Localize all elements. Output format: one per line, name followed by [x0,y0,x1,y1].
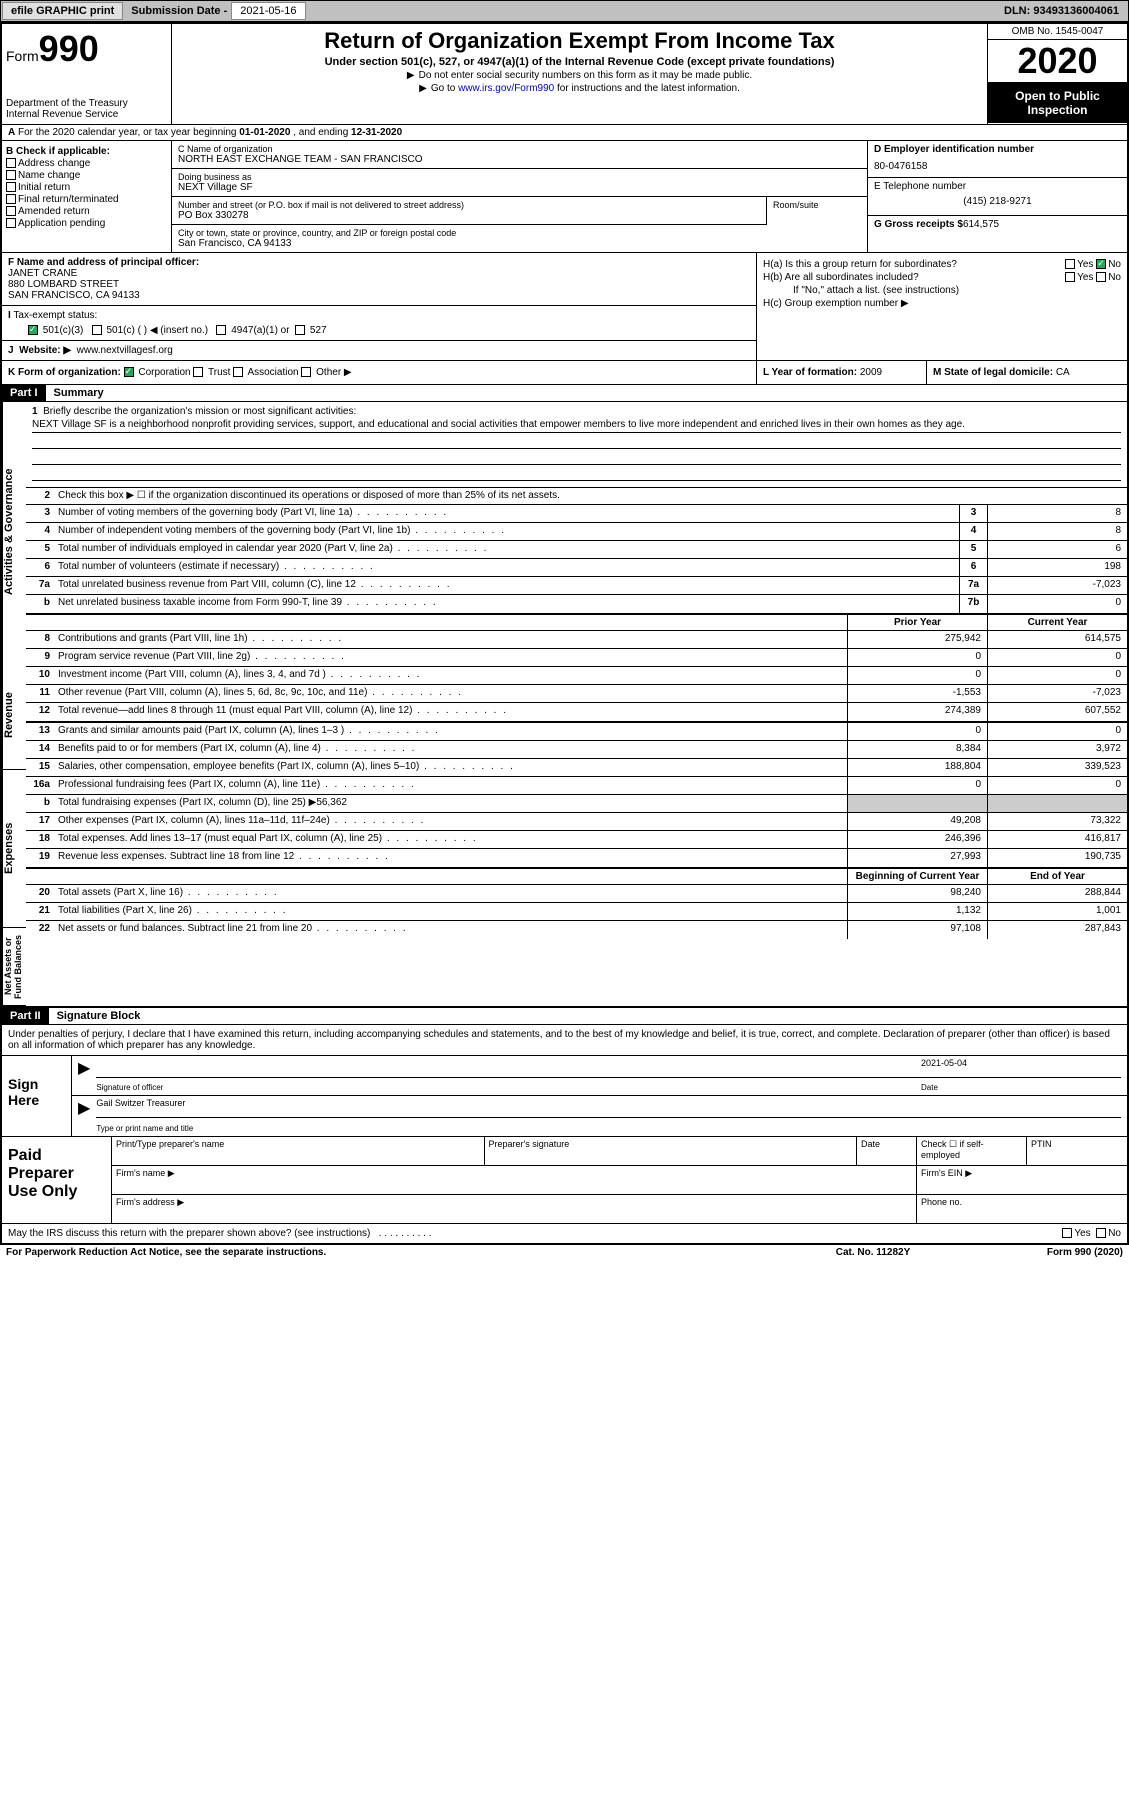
vtab-governance: Activities & Governance [2,402,26,662]
form-of-org: K Form of organization: Corporation Trus… [2,361,757,384]
checkbox-initial-return[interactable] [6,182,16,192]
year-formation: L Year of formation: 2009 [757,361,927,384]
org-name: NORTH EAST EXCHANGE TEAM - SAN FRANCISCO [178,154,861,165]
summary-line-3: 3Number of voting members of the governi… [26,505,1127,523]
summary-line-6: 6Total number of volunteers (estimate if… [26,559,1127,577]
city-state-zip: San Francisco, CA 94133 [178,238,861,249]
col-b-checkboxes: B Check if applicable: Address change Na… [2,141,172,252]
summary-line-b: bTotal fundraising expenses (Part IX, co… [26,795,1127,813]
checkbox-527[interactable] [295,325,305,335]
street-address: PO Box 330278 [178,210,760,221]
submission-date: 2021-05-16 [231,2,305,20]
tax-exempt-status: I Tax-exempt status: 501(c)(3) 501(c) ( … [2,306,756,341]
summary-line-9: 9Program service revenue (Part VIII, lin… [26,649,1127,667]
col-beginning-year: Beginning of Current Year [847,869,987,884]
summary-line-10: 10Investment income (Part VIII, column (… [26,667,1127,685]
summary-line-18: 18Total expenses. Add lines 13–17 (must … [26,831,1127,849]
checkbox-4947[interactable] [216,325,226,335]
summary-line-14: 14Benefits paid to or for members (Part … [26,741,1127,759]
summary-line-7b: bNet unrelated business taxable income f… [26,595,1127,613]
summary-line-5: 5Total number of individuals employed in… [26,541,1127,559]
note-ssn: ▶Do not enter social security numbers on… [176,70,983,81]
summary-line-15: 15Salaries, other compensation, employee… [26,759,1127,777]
form-number: Form990 [6,28,167,70]
irs-link[interactable]: www.irs.gov/Form990 [458,83,554,94]
dba: NEXT Village SF [178,182,861,193]
checkbox-application-pending[interactable] [6,218,16,228]
department: Department of the Treasury Internal Reve… [6,98,167,120]
dln: DLN: 93493136004061 [1004,5,1127,17]
summary-line-22: 22Net assets or fund balances. Subtract … [26,921,1127,939]
summary-line-17: 17Other expenses (Part IX, column (A), l… [26,813,1127,831]
room-suite: Room/suite [767,197,867,225]
col-c-org-info: C Name of organization NORTH EAST EXCHAN… [172,141,867,252]
summary-line-21: 21Total liabilities (Part X, line 26)1,1… [26,903,1127,921]
col-prior-year: Prior Year [847,615,987,630]
row-a-tax-year: A For the 2020 calendar year, or tax yea… [2,125,1127,141]
checkbox-address-change[interactable] [6,158,16,168]
summary-line-12: 12Total revenue—add lines 8 through 11 (… [26,703,1127,721]
checkbox-ha-yes[interactable] [1065,259,1075,269]
omb-number: OMB No. 1545-0047 [988,24,1127,40]
checkbox-corporation[interactable] [124,367,134,377]
summary-line-16a: 16aProfessional fundraising fees (Part I… [26,777,1127,795]
vtab-revenue: Revenue [2,662,26,770]
checkbox-name-change[interactable] [6,170,16,180]
checkbox-501c3[interactable] [28,325,38,335]
signature-date: 2021-05-04 [921,1058,1121,1078]
summary-line-13: 13Grants and similar amounts paid (Part … [26,723,1127,741]
state-domicile: M State of legal domicile: CA [927,361,1127,384]
discuss-row: May the IRS discuss this return with the… [2,1223,1127,1243]
group-return: H(a) Is this a group return for subordin… [757,253,1127,360]
part2-header: Part IISignature Block [2,1006,1127,1025]
summary-line-8: 8Contributions and grants (Part VIII, li… [26,631,1127,649]
checkbox-hb-no[interactable] [1096,272,1106,282]
gross-receipts: 614,575 [963,219,999,230]
paid-preparer-block: Paid Preparer Use Only Print/Type prepar… [2,1136,1127,1223]
col-current-year: Current Year [987,615,1127,630]
efile-button[interactable]: efile GRAPHIC print [2,2,123,20]
col-d-ein: D Employer identification number 80-0476… [867,141,1127,252]
ein: 80-0476158 [874,161,1121,172]
summary-line-11: 11Other revenue (Part VIII, column (A), … [26,685,1127,703]
vtab-expenses: Expenses [2,770,26,928]
form-title: Return of Organization Exempt From Incom… [176,28,983,54]
submission-label: Submission Date - [127,5,231,17]
sign-here-block: Sign Here ▶ Signature of officer 2021-05… [2,1055,1127,1136]
topbar: efile GRAPHIC print Submission Date - 20… [0,0,1129,22]
declaration: Under penalties of perjury, I declare th… [2,1025,1127,1055]
checkbox-ha-no[interactable] [1096,259,1106,269]
tax-year: 2020 [988,40,1127,83]
summary-line-20: 20Total assets (Part X, line 16)98,24028… [26,885,1127,903]
part1-body: Activities & Governance Revenue Expenses… [2,402,1127,1006]
summary-line-7a: 7aTotal unrelated business revenue from … [26,577,1127,595]
form-990: Form990 Department of the Treasury Inter… [0,22,1129,1245]
checkbox-trust[interactable] [193,367,203,377]
summary-line-19: 19Revenue less expenses. Subtract line 1… [26,849,1127,867]
page-footer: For Paperwork Reduction Act Notice, see … [0,1245,1129,1260]
mission-block: 1 Briefly describe the organization's mi… [26,402,1127,487]
note-link: ▶Go to www.irs.gov/Form990 for instructi… [176,83,983,94]
checkbox-discuss-yes[interactable] [1062,1228,1072,1238]
col-end-year: End of Year [987,869,1127,884]
telephone: (415) 218-9271 [874,196,1121,207]
vtab-net-assets: Net Assets or Fund Balances [2,928,26,1006]
form-subtitle: Under section 501(c), 527, or 4947(a)(1)… [176,56,983,68]
form-header: Form990 Department of the Treasury Inter… [2,24,1127,125]
checkbox-hb-yes[interactable] [1065,272,1075,282]
checkbox-other[interactable] [301,367,311,377]
officer-name: Gail Switzer Treasurer [96,1098,1121,1118]
principal-officer: F Name and address of principal officer:… [2,253,756,306]
website: www.nextvillagesf.org [77,345,173,356]
checkbox-amended[interactable] [6,206,16,216]
part1-header: Part ISummary [2,385,1127,402]
open-inspection: Open to Public Inspection [988,83,1127,123]
summary-line-4: 4Number of independent voting members of… [26,523,1127,541]
checkbox-association[interactable] [233,367,243,377]
checkbox-501c[interactable] [92,325,102,335]
website-row: J Website: ▶ www.nextvillagesf.org [2,341,756,360]
checkbox-discuss-no[interactable] [1096,1228,1106,1238]
checkbox-final-return[interactable] [6,194,16,204]
